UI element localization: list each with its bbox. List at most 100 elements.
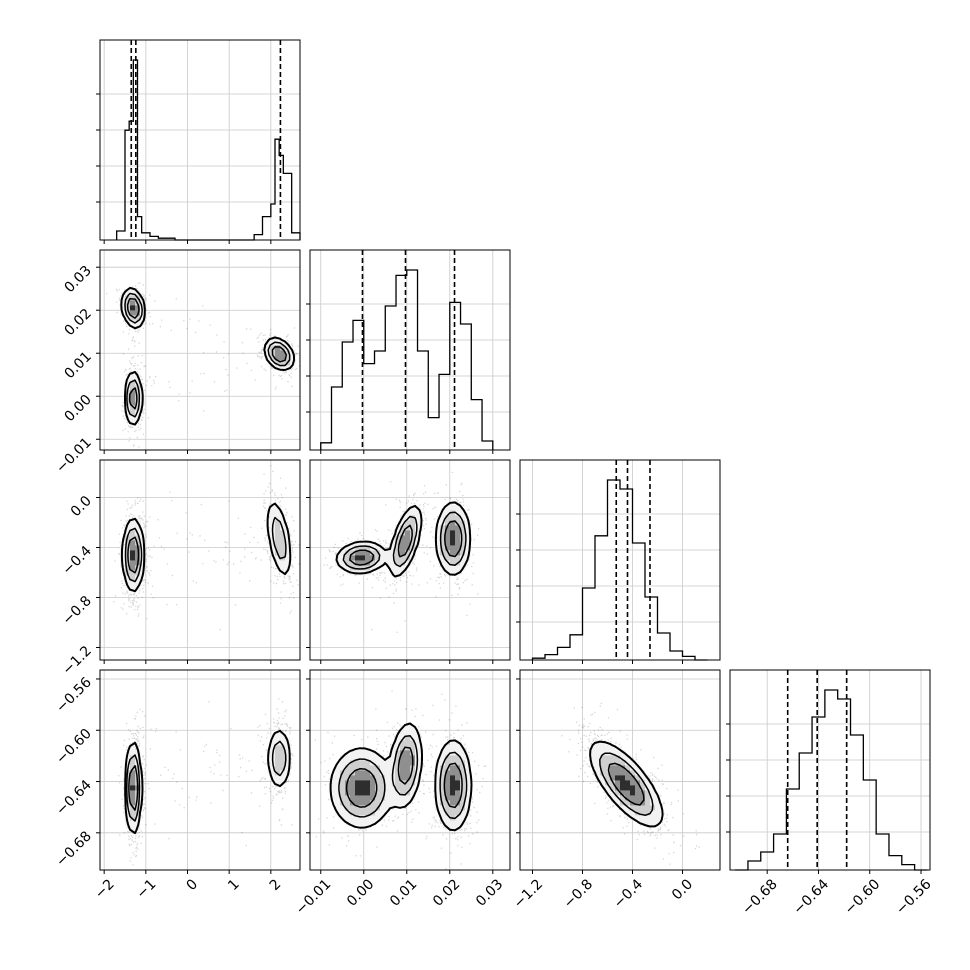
density-cell [450,760,456,766]
density-cell [590,755,596,761]
density-cell [365,760,371,766]
density-cell [345,560,351,566]
density-cell [600,760,606,766]
density-cell [355,790,361,796]
density-cell [395,750,401,756]
density-cell [365,800,371,806]
density-cell [360,800,366,806]
panel-0-0-grid [100,40,300,240]
density-cell [405,510,411,516]
grid-layer [100,40,930,870]
density-cell [335,805,341,811]
density-cell [405,770,411,776]
density-cell [140,540,146,546]
density-cell [455,745,461,751]
density-cell [385,800,391,806]
histogram-layer [116,40,928,871]
density-cell [130,550,136,556]
density-cell [140,300,146,306]
density-cell [375,800,381,806]
density-cell [610,770,616,776]
density-cell [625,775,631,781]
density-cell [385,760,391,766]
density-cell [380,765,386,771]
density-cell [440,775,446,781]
density-cell [380,805,386,811]
density-cell [365,820,371,826]
density-cell [275,530,281,536]
density-cell [280,535,286,541]
density-cell [435,530,441,536]
density-cell [370,805,376,811]
density-cell [345,545,351,551]
density-cell [620,770,626,776]
density-cell [125,290,131,296]
density-cell [405,730,411,736]
density-cell [450,775,456,781]
density-cell [600,780,606,786]
density-cell [125,780,131,786]
density-cell [605,765,611,771]
x-tick-label-p1-0: −0.01 [293,876,335,918]
density-cell [275,775,281,781]
x-tick-label-p1-4: 0.03 [473,876,506,909]
density-cell [410,520,416,526]
density-cell [130,575,136,581]
density-cell [435,765,441,771]
density-cell [435,770,441,776]
density-cell [440,510,446,516]
density-cell [360,785,366,791]
density-cell [350,820,356,826]
density-cell [375,755,381,761]
density-cell [130,375,136,381]
density-cell [395,770,401,776]
density-cell [390,800,396,806]
density-cell [455,795,461,801]
density-cell [335,770,341,776]
density-cell [275,765,281,771]
density-cell [440,785,446,791]
density-cell [130,290,136,296]
density-cell [400,540,406,546]
density-cell [355,750,361,756]
density-cell [595,770,601,776]
density-cell [125,380,131,386]
density-cell [400,755,406,761]
density-cell [365,790,371,796]
density-cell [340,775,346,781]
density-cell [280,760,286,766]
density-cell [455,815,461,821]
density-cell [400,760,406,766]
density-cell [130,310,136,316]
density-cell [440,810,446,816]
density-cell [120,305,126,311]
panel-3-3-grid [730,670,930,870]
panel-1-0-frame [99,249,301,451]
density-cell [615,785,621,791]
density-cell [345,775,351,781]
density-cell [130,790,136,796]
density-cell [125,790,131,796]
density-cell [360,765,366,771]
density-cell [125,530,131,536]
density-cell [625,800,631,806]
x-tick-label-p2-3: 0.0 [669,876,696,903]
density-cell [415,520,421,526]
density-cell [125,565,131,571]
density-cell [440,515,446,521]
density-cell [400,730,406,736]
density-cell [355,800,361,806]
density-cell [360,750,366,756]
density-cell [410,740,416,746]
density-cell [460,525,466,531]
density-cell [350,810,356,816]
density-cell [600,775,606,781]
density-cell [405,735,411,741]
density-cell [360,810,366,816]
density-cell [410,745,416,751]
density-cell [400,770,406,776]
density-cell [445,515,451,521]
density-cell [450,545,456,551]
density-cell [390,795,396,801]
density-cell [335,800,341,806]
